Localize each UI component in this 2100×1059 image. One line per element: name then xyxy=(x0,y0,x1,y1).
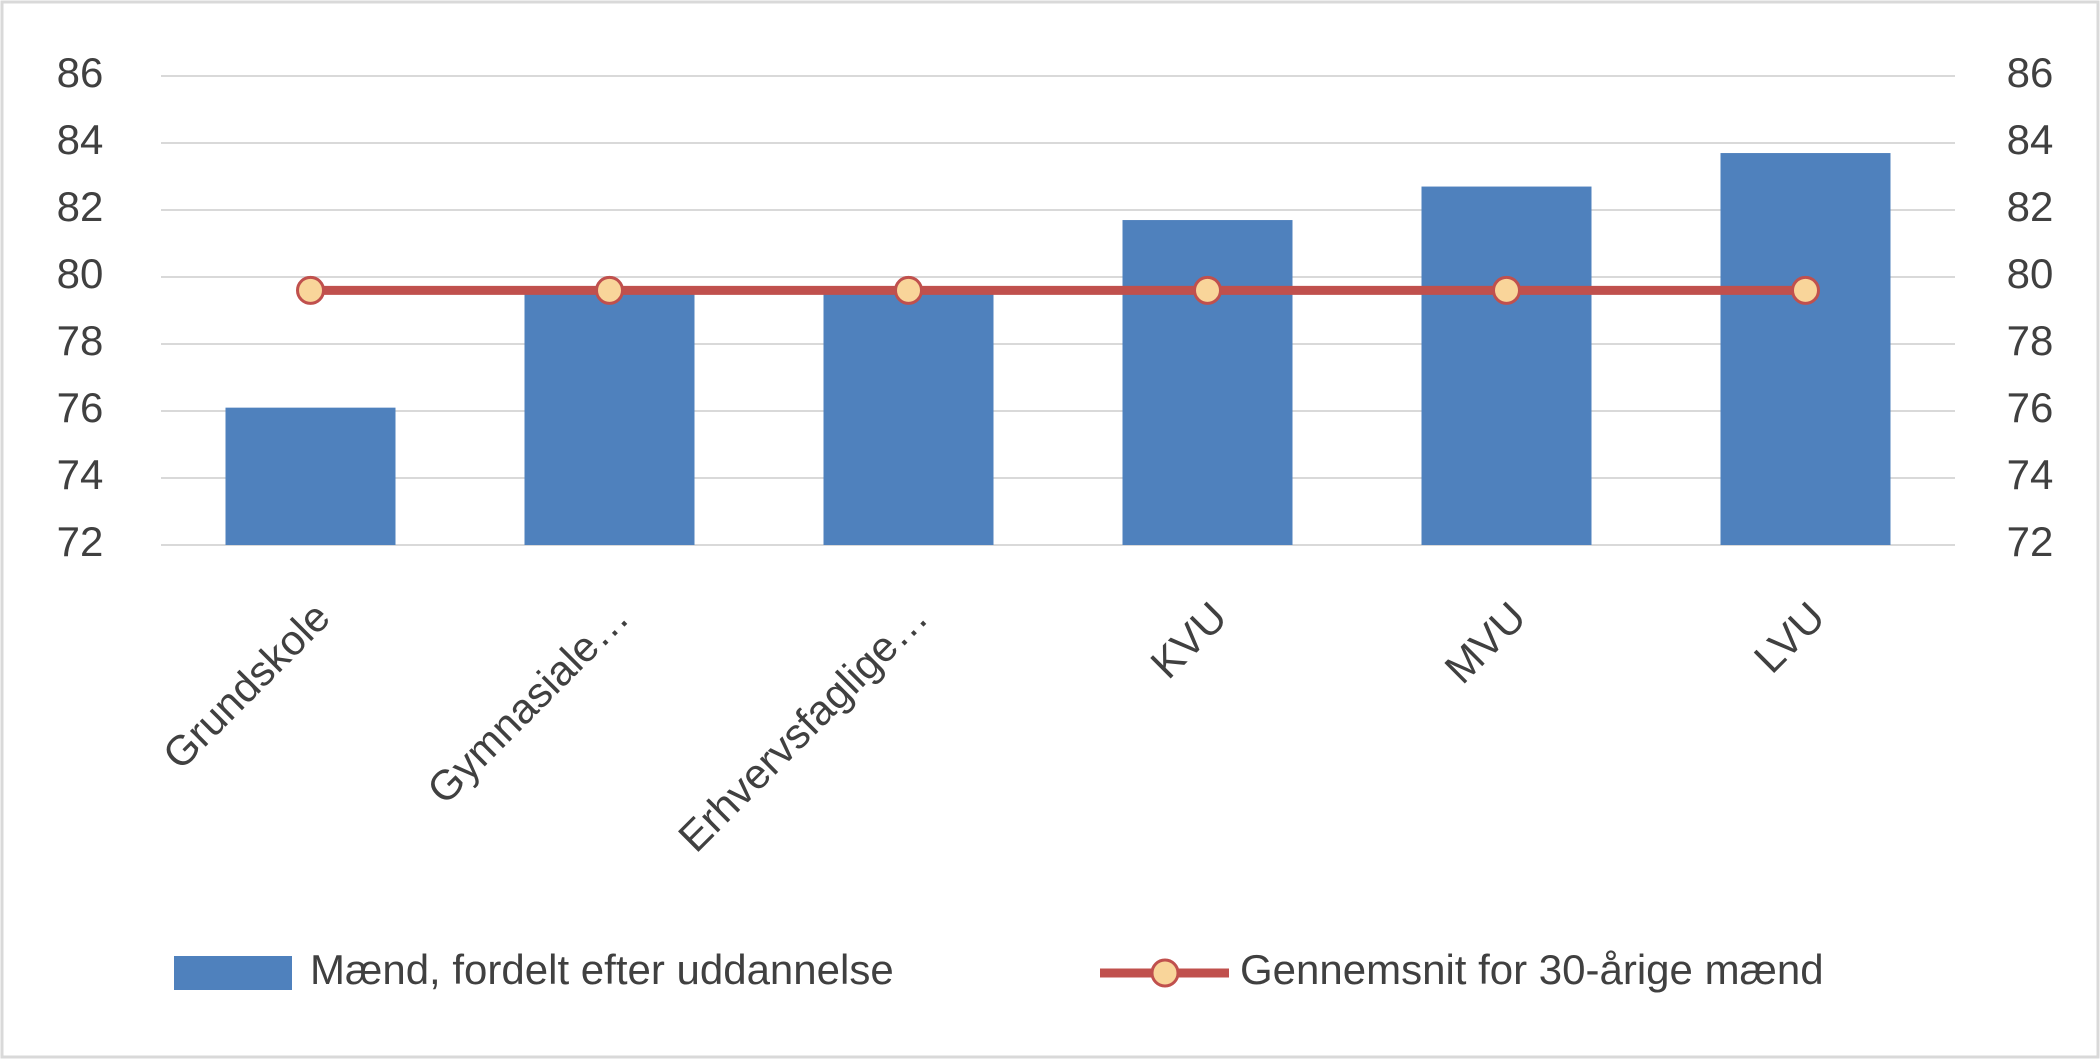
y-tick-label: 78 xyxy=(57,317,104,364)
y2-tick-label: 76 xyxy=(2007,384,2054,431)
bar xyxy=(524,287,695,545)
marker xyxy=(1193,275,1222,305)
y-tick-label: 72 xyxy=(57,518,104,565)
y2-tick-label: 78 xyxy=(2007,317,2054,364)
y-tick-label: 86 xyxy=(57,49,104,96)
bar xyxy=(823,287,994,545)
y-tick-label: 84 xyxy=(57,116,104,163)
legend-label: Gennemsnit for 30-årige mænd xyxy=(1240,946,1824,993)
y2-tick-label: 74 xyxy=(2007,451,2054,498)
y2-tick-label: 86 xyxy=(2007,49,2054,96)
legend-marker xyxy=(1150,958,1180,988)
y2-tick-label: 72 xyxy=(2007,518,2054,565)
y-tick-label: 82 xyxy=(57,183,104,230)
y2-tick-label: 80 xyxy=(2007,250,2054,297)
bar xyxy=(1720,153,1891,546)
legend-label: Mænd, fordelt efter uddannelse xyxy=(310,946,894,993)
bar xyxy=(1122,220,1293,546)
legend-swatch xyxy=(174,956,292,990)
y2-tick-label: 82 xyxy=(2007,183,2054,230)
y2-tick-label: 84 xyxy=(2007,116,2054,163)
marker xyxy=(595,275,624,305)
y-tick-label: 74 xyxy=(57,451,104,498)
y-tick-label: 76 xyxy=(57,384,104,431)
bar xyxy=(225,407,396,545)
marker xyxy=(1492,275,1521,305)
marker xyxy=(894,275,923,305)
marker xyxy=(296,275,325,305)
y-tick-label: 80 xyxy=(57,250,104,297)
marker xyxy=(1791,275,1820,305)
bar xyxy=(1421,186,1592,546)
